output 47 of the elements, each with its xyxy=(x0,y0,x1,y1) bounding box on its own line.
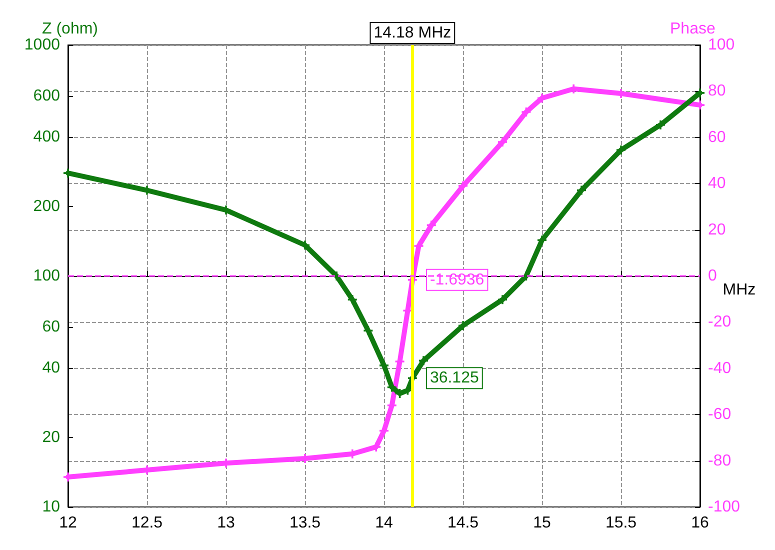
y2-tick-label: -60 xyxy=(708,406,732,424)
x-tick-label: 14 xyxy=(375,514,393,532)
point xyxy=(696,88,704,98)
point xyxy=(364,326,373,336)
y-tick-label: 1000 xyxy=(24,36,60,54)
x-tick-label: 12.5 xyxy=(131,514,163,532)
y-tick-label: 200 xyxy=(33,198,60,215)
point xyxy=(538,236,546,245)
point xyxy=(348,295,357,304)
y2-tick-label: -80 xyxy=(708,452,732,470)
y2-tick-label: 20 xyxy=(708,221,726,238)
x-tick-label: 13.5 xyxy=(289,514,321,532)
point xyxy=(458,321,468,330)
point xyxy=(300,240,310,250)
ref-line-label: 14.18 MHz xyxy=(374,24,452,42)
x-tick-label: 13 xyxy=(217,514,235,532)
y-tick-label: 10 xyxy=(42,498,60,516)
y-tick-label: 40 xyxy=(42,359,60,376)
y2-tick-label: 60 xyxy=(708,128,726,146)
y2-tick-label: 100 xyxy=(708,36,735,54)
y-tick-label: 400 xyxy=(33,128,60,146)
y2-tick-label: 0 xyxy=(708,268,717,284)
x-tick-label: 14.5 xyxy=(447,514,479,532)
y2-tick-label: -20 xyxy=(708,314,732,331)
y2-tick-label: -40 xyxy=(708,360,732,377)
x-tick-label: 15.5 xyxy=(605,514,637,532)
y-tick-label: 20 xyxy=(42,428,60,446)
point xyxy=(656,120,665,130)
y-axis-title: Z (ohm) xyxy=(42,20,98,38)
point xyxy=(577,186,586,195)
y-tick-label: 60 xyxy=(42,318,60,336)
data-label: 36.125 xyxy=(430,370,479,387)
y2-tick-label: -100 xyxy=(708,498,740,516)
x-axis-title: MHz xyxy=(722,282,756,298)
point xyxy=(387,382,396,392)
point xyxy=(395,388,404,398)
x-tick-label: 16 xyxy=(691,514,709,532)
x-tick-label: 15 xyxy=(533,514,551,532)
point xyxy=(616,146,626,155)
y2-tick-label: 80 xyxy=(708,82,726,100)
point xyxy=(498,295,507,304)
y2-axis-title: Phase xyxy=(670,20,716,38)
y-tick-label: 100 xyxy=(33,268,60,284)
point xyxy=(419,356,428,366)
x-tick-label: 12 xyxy=(59,514,77,532)
y2-tick-label: 40 xyxy=(708,175,726,192)
y-tick-label: 600 xyxy=(33,88,60,105)
